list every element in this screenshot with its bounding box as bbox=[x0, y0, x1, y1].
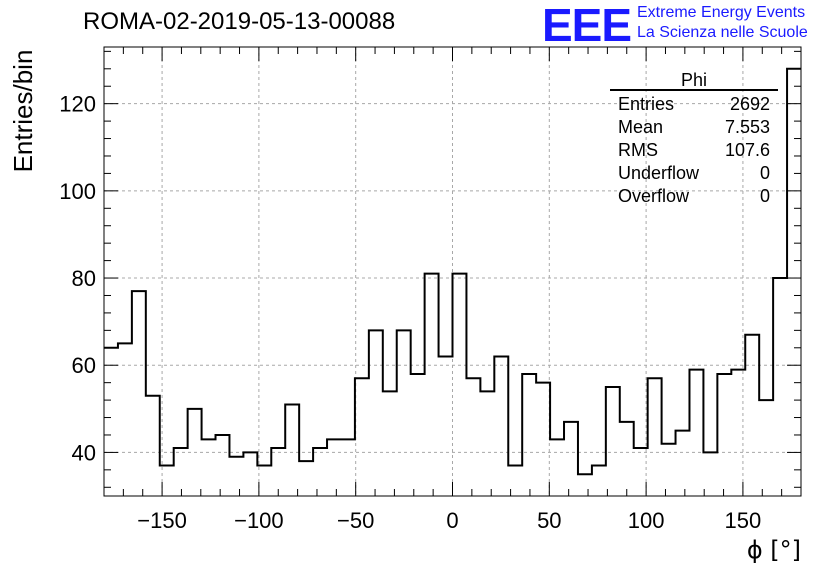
stats-row-label: Entries bbox=[618, 94, 674, 114]
stats-box: Phi Entries 2692 Mean 7.553 RMS 107.6 Underflo… bbox=[610, 70, 778, 206]
x-tick-label: −150 bbox=[137, 508, 187, 533]
y-tick-label: 80 bbox=[72, 266, 96, 291]
x-tick-label: 150 bbox=[725, 508, 762, 533]
axis-ticks bbox=[103, 47, 802, 496]
histogram-outline bbox=[104, 67, 801, 476]
y-tick-label: 60 bbox=[72, 353, 96, 378]
stats-row-label: RMS bbox=[618, 140, 658, 160]
stats-row-value: 107.6 bbox=[725, 140, 770, 160]
stats-row-label: Underflow bbox=[618, 163, 700, 183]
stats-row-value: 2692 bbox=[730, 94, 770, 114]
x-tick-labels: −150 −100 −50 0 50 100 150 bbox=[137, 508, 761, 533]
logo-tagline-2: La Scienza nelle Scuole bbox=[637, 24, 808, 41]
x-tick-label: 100 bbox=[628, 508, 665, 533]
stats-row-value: 7.553 bbox=[725, 117, 770, 137]
stats-box-title: Phi bbox=[681, 70, 707, 90]
logo-tagline-1: Extreme Energy Events bbox=[637, 4, 806, 21]
x-axis-label: ϕ [°] bbox=[747, 536, 801, 564]
run-title: ROMA-02-2019-05-13-00088 bbox=[83, 8, 396, 35]
stats-row-value: 0 bbox=[760, 163, 770, 183]
x-tick-label: 50 bbox=[537, 508, 561, 533]
grid-lines bbox=[104, 47, 801, 496]
y-tick-label: 120 bbox=[59, 92, 96, 117]
stats-box-rows: Entries 2692 Mean 7.553 RMS 107.6 Underflow 0 Ov… bbox=[618, 94, 770, 206]
y-tick-label: 100 bbox=[59, 179, 96, 204]
x-tick-label: −50 bbox=[337, 508, 374, 533]
stats-row-value: 0 bbox=[760, 186, 770, 206]
stats-row-label: Overflow bbox=[618, 186, 690, 206]
y-axis-label: Entries/bin bbox=[8, 50, 38, 173]
y-tick-labels: 40 60 80 100 120 bbox=[59, 92, 96, 466]
stats-row-label: Mean bbox=[618, 117, 663, 137]
y-tick-label: 40 bbox=[72, 440, 96, 465]
x-tick-label: −100 bbox=[234, 508, 284, 533]
x-tick-label: 0 bbox=[446, 508, 458, 533]
eee-logo: EEE bbox=[542, 0, 632, 51]
